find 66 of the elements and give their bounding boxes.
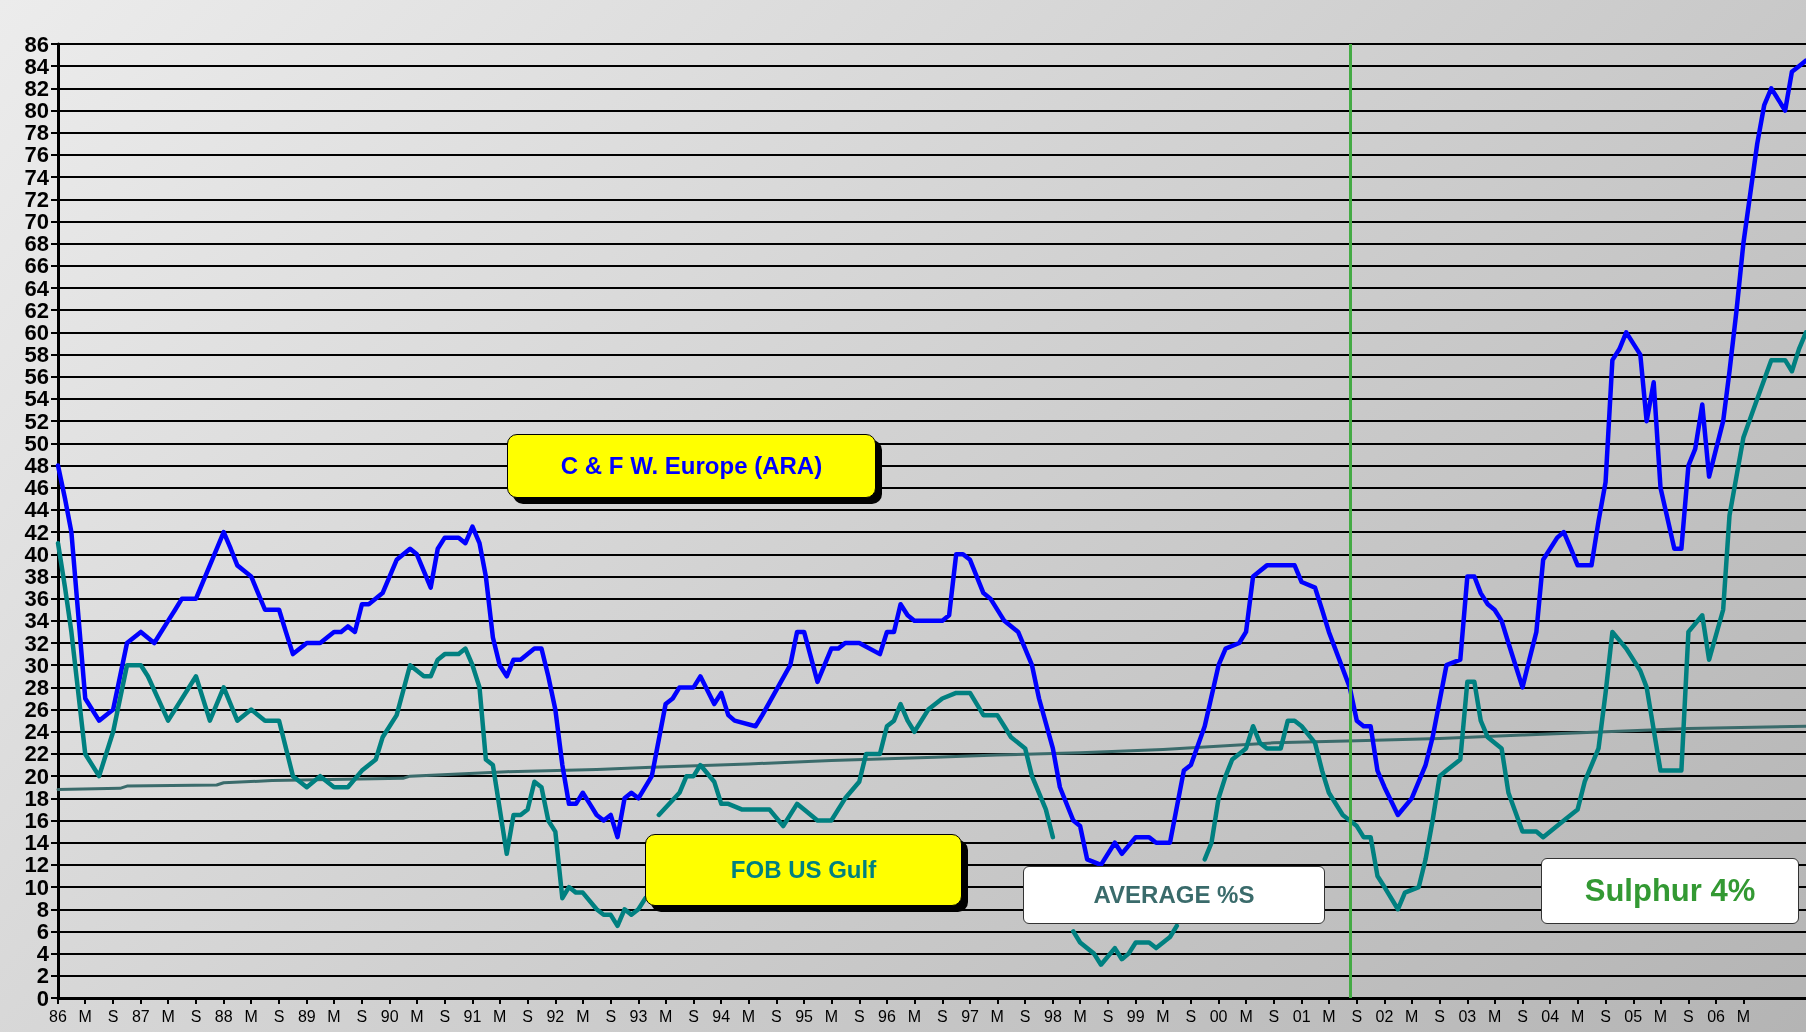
x-tick-label: M: [1156, 1007, 1170, 1025]
x-tick-label: 97: [961, 1007, 980, 1025]
x-tick-label: 06: [1707, 1007, 1726, 1025]
x-tick-label: M: [1736, 1007, 1751, 1025]
x-tick-label: S: [936, 1007, 948, 1025]
x-tick-label: 87: [131, 1007, 150, 1025]
x-tick-label: M: [990, 1007, 1004, 1025]
x-tick-label: 98: [1043, 1007, 1062, 1025]
x-tick-label: M: [1570, 1007, 1585, 1025]
x-tick-label: 89: [297, 1007, 316, 1025]
x-tick-label: M: [1653, 1007, 1668, 1025]
x-tick-label: M: [1322, 1007, 1336, 1025]
x-tick-label: S: [853, 1007, 865, 1025]
x-tick-label: 96: [878, 1007, 896, 1025]
x-tick-label: 91: [463, 1007, 482, 1025]
x-tick-label: S: [439, 1007, 451, 1025]
x-tick-label: 90: [380, 1007, 399, 1025]
x-tick-label: S: [1019, 1007, 1031, 1025]
x-tick-label: S: [107, 1007, 119, 1025]
x-tick-label: M: [493, 1007, 507, 1025]
x-tick-label: 04: [1541, 1007, 1560, 1025]
x-tick-label: M: [1239, 1007, 1253, 1025]
x-tick-label: M: [244, 1007, 258, 1025]
label-box: AVERAGE %S: [1023, 866, 1325, 924]
x-tick-label: M: [741, 1007, 756, 1025]
x-tick-label: M: [1405, 1007, 1419, 1025]
x-tick-label: S: [273, 1007, 285, 1025]
annotation: Sulphur 4%: [1584, 873, 1756, 909]
x-tick-label: S: [190, 1007, 202, 1025]
x-tick-label: M: [327, 1007, 341, 1025]
x-tick-label: M: [658, 1007, 673, 1025]
x-tick-label: 95: [795, 1007, 814, 1025]
x-tick-label: 00: [1209, 1007, 1228, 1025]
x-tick-label: S: [688, 1007, 699, 1025]
x-tick-label: 05: [1624, 1007, 1643, 1025]
x-tick-label: S: [1683, 1007, 1694, 1025]
label-box: Sulphur 4%: [1541, 858, 1799, 924]
x-tick-label: S: [605, 1007, 617, 1025]
x-tick-label: M: [161, 1007, 175, 1025]
x-tick-label: M: [907, 1007, 922, 1025]
x-tick-label: 94: [712, 1007, 731, 1025]
x-tick-label: S: [771, 1007, 782, 1025]
x-tick-label: M: [824, 1007, 838, 1025]
x-tick-label: 86: [49, 1007, 67, 1025]
x-tick-label: S: [1351, 1007, 1363, 1025]
x-tick-label: 92: [546, 1007, 565, 1025]
x-tick-label: S: [356, 1007, 368, 1025]
x-tick-label: 99: [1126, 1007, 1145, 1025]
x-tick-label: S: [1517, 1007, 1528, 1025]
series-label: FOB US Gulf: [730, 856, 877, 884]
x-tick-label: S: [1434, 1007, 1445, 1025]
x-tick-label: S: [1600, 1007, 1611, 1025]
x-tick-label: M: [1073, 1007, 1087, 1025]
x-tick-label: S: [1268, 1007, 1280, 1025]
x-tick-label: M: [1487, 1007, 1502, 1025]
x-tick-label: S: [1185, 1007, 1197, 1025]
x-tick-label: M: [410, 1007, 424, 1025]
x-tick-label: 93: [629, 1007, 648, 1025]
x-tick-label: 02: [1375, 1007, 1394, 1025]
x-tick-label: 88: [214, 1007, 233, 1025]
x-tick-label: S: [1102, 1007, 1114, 1025]
x-tick-label: M: [576, 1007, 590, 1025]
x-tick-label: 03: [1458, 1007, 1477, 1025]
x-tick-label: 01: [1292, 1007, 1311, 1025]
x-tick-label: S: [522, 1007, 533, 1025]
x-tick-label: M: [78, 1007, 92, 1025]
